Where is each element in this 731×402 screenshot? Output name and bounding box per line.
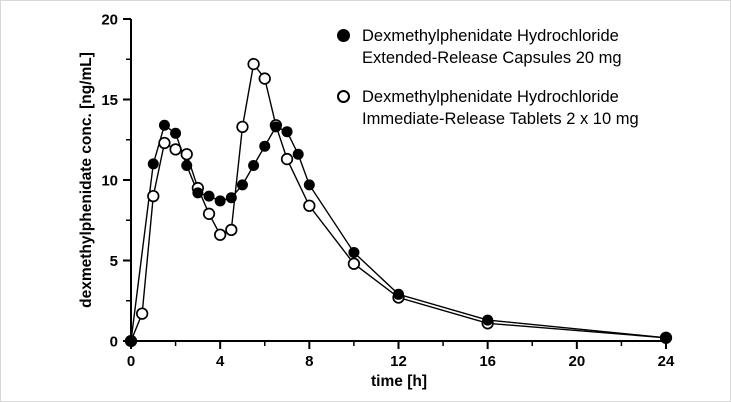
- open-circle-icon: [337, 90, 350, 103]
- x-axis-title: time [h]: [371, 373, 427, 390]
- y-axis-title: dexmethylphenidate conc. [ng/mL]: [78, 52, 95, 308]
- svg-text:4: 4: [216, 353, 225, 370]
- legend: Dexmethylphenidate Hydrochloride Extende…: [337, 25, 639, 130]
- svg-text:0: 0: [110, 334, 118, 351]
- legend-entry-extended-release: Dexmethylphenidate Hydrochloride Extende…: [337, 25, 639, 69]
- svg-text:12: 12: [390, 353, 407, 370]
- svg-text:15: 15: [101, 92, 118, 109]
- legend-label-extended-release: Dexmethylphenidate Hydrochloride Extende…: [362, 25, 622, 69]
- legend-entry-immediate-release: Dexmethylphenidate Hydrochloride Immedia…: [337, 86, 639, 130]
- svg-text:10: 10: [101, 173, 118, 190]
- legend-label-line: Dexmethylphenidate Hydrochloride: [362, 27, 619, 45]
- svg-text:8: 8: [305, 353, 313, 370]
- svg-text:24: 24: [658, 353, 675, 370]
- svg-text:20: 20: [101, 12, 118, 29]
- svg-text:20: 20: [568, 353, 585, 370]
- filled-circle-icon: [337, 29, 350, 42]
- svg-text:5: 5: [110, 253, 118, 270]
- legend-label-line: Immediate-Release Tablets 2 x 10 mg: [362, 110, 639, 128]
- svg-text:0: 0: [127, 353, 135, 370]
- legend-label-line: Extended-Release Capsules 20 mg: [362, 49, 622, 67]
- legend-label-immediate-release: Dexmethylphenidate Hydrochloride Immedia…: [362, 86, 639, 130]
- legend-label-line: Dexmethylphenidate Hydrochloride: [362, 88, 619, 106]
- svg-text:16: 16: [479, 353, 496, 370]
